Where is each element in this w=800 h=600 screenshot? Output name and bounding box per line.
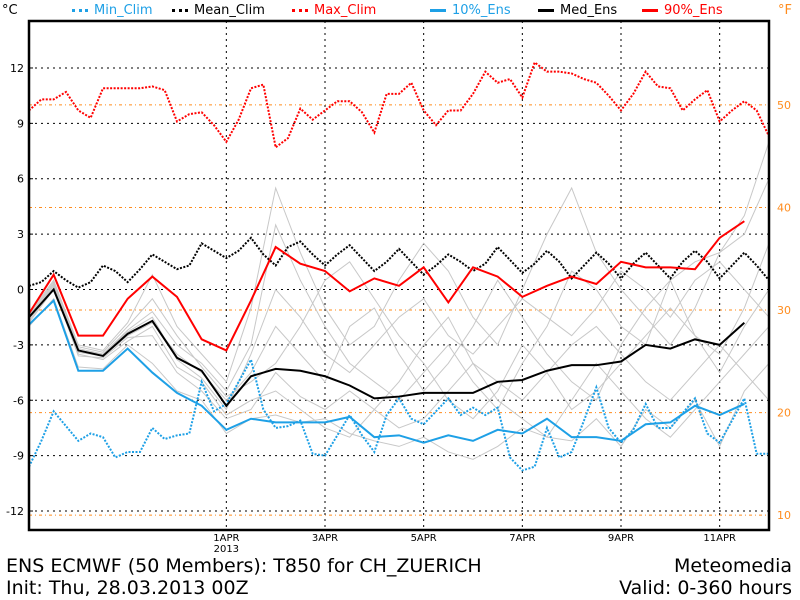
y-tick-label-f: 40 [777, 201, 791, 214]
x-tick-label: 9APR [608, 533, 634, 544]
series-line-med-ens [28, 287, 746, 408]
legend-swatch [430, 9, 446, 12]
series-line-mean-clim [28, 236, 770, 289]
legend-item: Max_Clim [292, 3, 376, 19]
ensemble-member-line [28, 261, 770, 411]
celsius-axis-label: °C [2, 3, 18, 18]
y-tick-label: -6 [13, 394, 24, 407]
y-tick-label: 0 [17, 284, 24, 297]
ensemble-member-line [28, 286, 770, 429]
y-tick-label-f: 50 [777, 99, 791, 112]
x-tick-label: 1APR [213, 533, 239, 544]
legend-swatch [72, 9, 88, 12]
legend-label: 90%_Ens [664, 3, 723, 18]
legend-label: Min_Clim [94, 3, 153, 18]
y-tick-label: 9 [17, 117, 24, 130]
legend-swatch [642, 9, 658, 12]
series-line-max-clim [28, 60, 770, 150]
x-tick-sublabel: 2013 [214, 544, 239, 555]
series-line-90-ens [28, 220, 745, 352]
y-tick-label: 12 [10, 62, 24, 75]
legend-swatch [292, 9, 308, 12]
x-tick-label: 5APR [411, 533, 437, 544]
chart-subtitle: Init: Thu, 28.03.2013 00Z [6, 577, 249, 599]
ensemble-member-line [28, 141, 770, 383]
series-line-min-clim [28, 356, 769, 472]
x-tick-label: 7APR [509, 533, 535, 544]
ensemble-member-line [28, 297, 770, 460]
legend-swatch [172, 9, 188, 12]
y-tick-label-f: 10 [777, 509, 791, 522]
legend-label: Max_Clim [314, 3, 377, 18]
y-tick-label: -12 [6, 505, 24, 518]
legend-label: Med_Ens [560, 3, 618, 18]
plot-frame [27, 19, 771, 532]
ensemble-member-line [28, 279, 770, 402]
legend-item: Med_Ens [538, 3, 617, 19]
x-tick-label: 11APR [703, 533, 736, 544]
credit: Meteomedia [673, 555, 792, 577]
y-tick-label: 6 [17, 173, 24, 186]
y-tick-label: 3 [17, 228, 24, 241]
y-tick-label-f: 30 [777, 304, 791, 317]
y-tick-label-f: 20 [777, 407, 791, 420]
legend-item: 90%_Ens [642, 3, 723, 19]
y-tick-label: -3 [13, 339, 24, 352]
valid-range: Valid: 0-360 hours [619, 577, 792, 599]
fahrenheit-axis-label: °F [778, 3, 792, 18]
legend-swatch [538, 9, 554, 12]
legend-label: Mean_Clim [194, 3, 265, 18]
ensemble-member-line [28, 243, 770, 420]
x-tick-label: 3APR [312, 533, 338, 544]
legend-item: 10%_Ens [430, 3, 511, 19]
legend-label: 10%_Ens [452, 3, 511, 18]
ensemble-member-line [28, 288, 770, 438]
legend-item: Mean_Clim [172, 3, 265, 19]
chart-title: ENS ECMWF (50 Members): T850 for CH_ZUER… [6, 555, 482, 577]
y-tick-label: -9 [13, 450, 24, 463]
legend-item: Min_Clim [72, 3, 153, 19]
series-line-10-ens [28, 298, 745, 444]
